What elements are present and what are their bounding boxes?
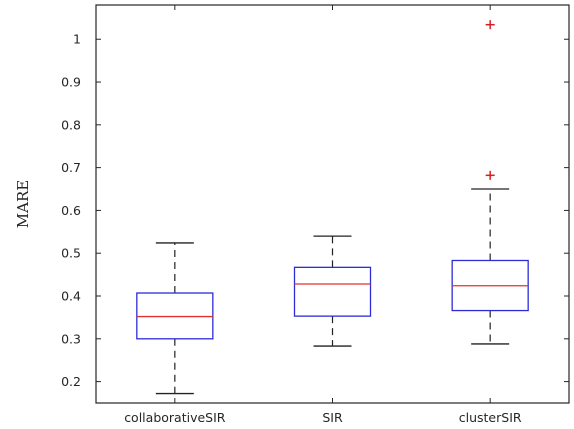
box-collaborativeSIR (136, 242, 214, 395)
y-tick-label: 0.5 (61, 246, 81, 261)
y-tick-label: 0.9 (61, 75, 81, 90)
y-tick-label: 0.4 (61, 289, 81, 304)
outlier-marker (485, 20, 495, 30)
box-SIR (293, 235, 372, 347)
outlier-marker (485, 170, 495, 180)
box-clusterSIR (451, 20, 529, 345)
boxes-group (136, 20, 529, 395)
x-tick-label: collaborativeSIR (124, 410, 226, 425)
y-tick-label: 1 (73, 32, 81, 47)
y-tick-label: 0.8 (61, 117, 81, 132)
y-axis-label: MARE (14, 180, 32, 228)
y-axis-ticks: 0.2 0.3 0.4 0.5 0.6 0.7 0.8 0.9 1 (61, 32, 569, 389)
y-tick-label: 0.3 (61, 331, 81, 346)
y-tick-label: 0.2 (61, 374, 81, 389)
y-tick-label: 0.6 (61, 203, 81, 218)
x-tick-label: SIR (322, 410, 343, 425)
box-iqr (293, 266, 372, 317)
y-tick-label: 0.7 (61, 160, 81, 175)
x-tick-label: clusterSIR (459, 410, 522, 425)
x-axis-ticks: collaborativeSIR SIR clusterSIR (124, 5, 522, 425)
